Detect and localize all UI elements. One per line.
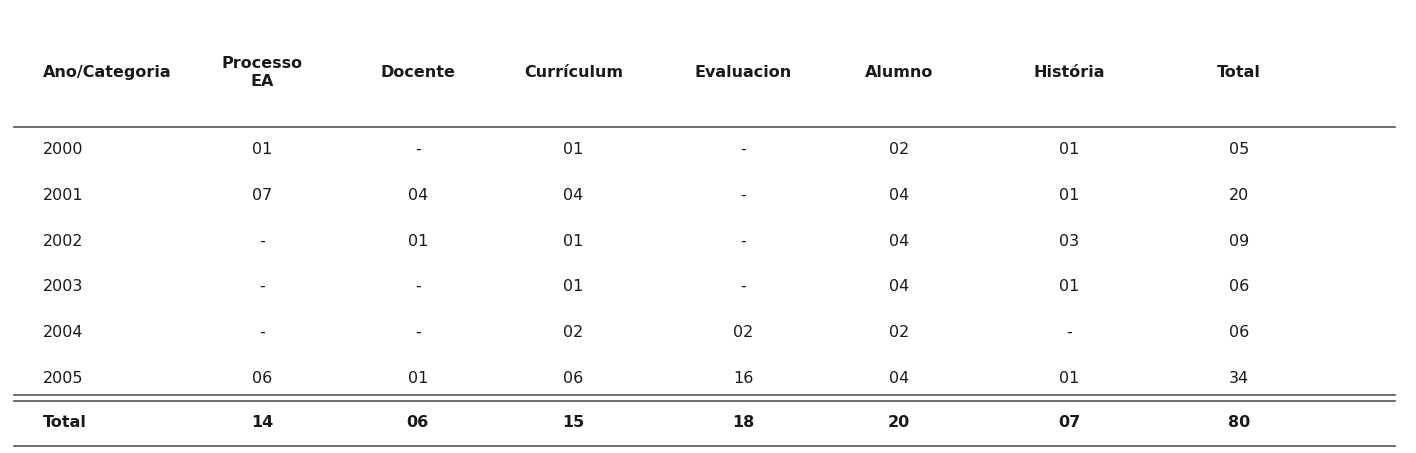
Text: 04: 04 [564,188,583,203]
Text: -: - [415,325,421,340]
Text: 20: 20 [888,415,910,430]
Text: 2002: 2002 [42,234,84,249]
Text: 02: 02 [564,325,583,340]
Text: 09: 09 [1229,234,1249,249]
Text: 06: 06 [406,415,429,430]
Text: 01: 01 [1059,279,1079,294]
Text: Total: Total [1218,65,1260,80]
Text: Currículum: Currículum [524,65,623,80]
Text: 02: 02 [733,325,753,340]
Text: Total: Total [42,415,86,430]
Text: 2001: 2001 [42,188,84,203]
Text: Evaluacion: Evaluacion [695,65,792,80]
Text: 01: 01 [408,234,428,249]
Text: 01: 01 [252,142,272,157]
Text: 01: 01 [564,142,583,157]
Text: 01: 01 [564,234,583,249]
Text: 02: 02 [889,142,909,157]
Text: -: - [415,142,421,157]
Text: -: - [1066,325,1072,340]
Text: 01: 01 [564,279,583,294]
Text: 2000: 2000 [42,142,84,157]
Text: 03: 03 [1059,234,1079,249]
Text: -: - [741,234,746,249]
Text: -: - [259,279,265,294]
Text: 06: 06 [1229,279,1249,294]
Text: 2004: 2004 [42,325,84,340]
Text: 05: 05 [1229,142,1249,157]
Text: 06: 06 [564,371,583,386]
Text: 04: 04 [889,279,909,294]
Text: 06: 06 [1229,325,1249,340]
Text: 16: 16 [733,371,753,386]
Text: História: História [1034,65,1104,80]
Text: 18: 18 [732,415,755,430]
Text: -: - [741,279,746,294]
Text: 02: 02 [889,325,909,340]
Text: Docente: Docente [381,65,455,80]
Text: Processo
EA: Processo EA [221,56,303,89]
Text: 01: 01 [1059,188,1079,203]
Text: 07: 07 [1058,415,1080,430]
Text: 01: 01 [408,371,428,386]
Text: Alumno: Alumno [865,65,933,80]
Text: 04: 04 [408,188,428,203]
Text: 80: 80 [1228,415,1250,430]
Text: -: - [741,188,746,203]
Text: -: - [741,142,746,157]
Text: 01: 01 [1059,371,1079,386]
Text: -: - [259,325,265,340]
Text: 07: 07 [252,188,272,203]
Text: -: - [259,234,265,249]
Text: 34: 34 [1229,371,1249,386]
Text: 04: 04 [889,371,909,386]
Text: 2003: 2003 [42,279,84,294]
Text: 20: 20 [1229,188,1249,203]
Text: 01: 01 [1059,142,1079,157]
Text: 04: 04 [889,188,909,203]
Text: 2005: 2005 [42,371,84,386]
Text: 06: 06 [252,371,272,386]
Text: -: - [415,279,421,294]
Text: 14: 14 [251,415,273,430]
Text: 04: 04 [889,234,909,249]
Text: Ano/Categoria: Ano/Categoria [42,65,171,80]
Text: 15: 15 [562,415,585,430]
